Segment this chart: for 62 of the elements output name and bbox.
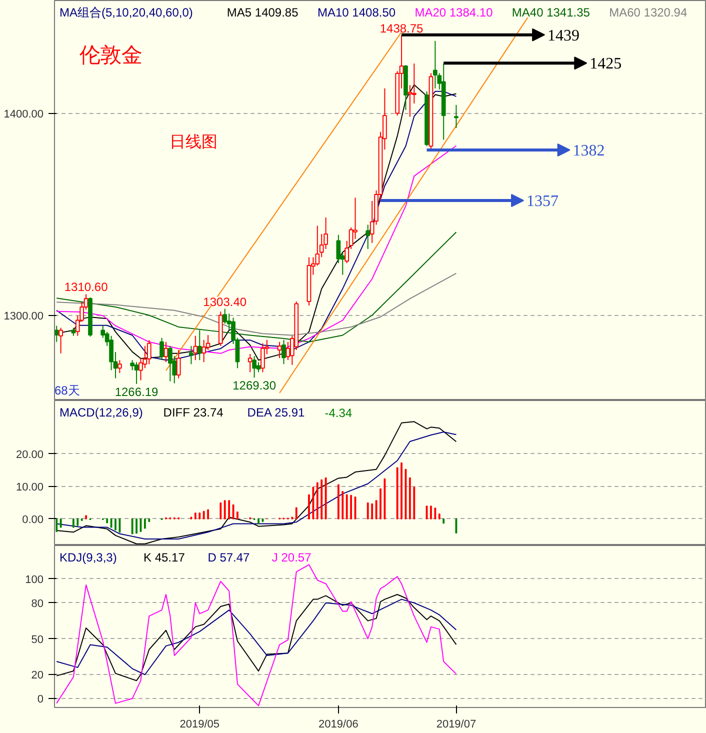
candlestick <box>189 345 194 365</box>
y-tick-label: 50 <box>31 634 44 646</box>
y-tick-label: 1400.00 <box>4 108 44 121</box>
candlestick <box>160 337 164 361</box>
y-tick-label: 80 <box>31 598 44 610</box>
y-tick-label: 20 <box>31 670 44 682</box>
line-series <box>56 232 457 342</box>
candlestick <box>197 330 202 361</box>
annotation: 1310.60 <box>64 280 108 294</box>
candlestick <box>176 349 181 379</box>
x-tick-label: 2019/07 <box>436 718 476 730</box>
text: K 45.17 <box>144 550 186 564</box>
text: 伦敦金 <box>80 44 142 67</box>
y-tick-label: 1300.00 <box>4 310 44 323</box>
y-tick-label: 10.00 <box>16 481 44 494</box>
annotation: 1269.30 <box>232 378 276 393</box>
candlestick <box>146 340 152 365</box>
series-label: J 20.57 <box>272 550 312 564</box>
text: MA10 1408.50 <box>318 6 396 20</box>
candlestick <box>282 339 286 365</box>
text: -4.34 <box>324 406 352 420</box>
y-tick-label: 0.00 <box>22 514 44 526</box>
candlestick <box>433 40 438 89</box>
annotation: 1439 <box>548 27 580 44</box>
candlestick <box>193 335 198 361</box>
legend-title: KDJ(9,3,3) <box>60 550 117 564</box>
text: MA60 1320.94 <box>609 6 688 20</box>
y-tick-label: 100 <box>25 574 44 586</box>
candlestick <box>118 360 122 374</box>
text: MA5 1409.85 <box>226 6 299 20</box>
line-series <box>56 564 457 706</box>
annotation: 1425 <box>590 56 622 73</box>
text: MA20 1384.10 <box>414 6 494 20</box>
candlestick <box>412 63 416 104</box>
candlestick <box>134 362 139 384</box>
y-tick-label: 20.00 <box>16 448 44 461</box>
annotation: 68天 <box>54 384 80 398</box>
text: D 57.47 <box>208 550 250 564</box>
annotation: 1438.75 <box>380 21 424 36</box>
text: 日线图 <box>170 133 218 151</box>
legend-title: MA组合(5,10,20,40,60,0) <box>60 6 193 20</box>
legend-title: MACD(12,26,9) <box>60 406 143 420</box>
candlestick <box>168 345 172 382</box>
text: MA40 1341.35 <box>512 6 590 20</box>
annotation: 1382 <box>572 142 605 160</box>
candlestick <box>58 327 63 354</box>
candlestick <box>260 342 265 373</box>
candlestick <box>164 341 168 363</box>
annotation: 1303.40 <box>203 294 247 309</box>
annotation: 1357 <box>526 193 559 210</box>
candlestick <box>252 356 256 378</box>
y-tick-label: 0 <box>37 694 44 706</box>
x-tick-label: 2019/06 <box>318 718 358 730</box>
text: DEA 25.91 <box>247 406 305 420</box>
x-tick-label: 2019/05 <box>180 718 220 730</box>
text: DIFF 23.74 <box>163 406 224 420</box>
annotation: 1266.19 <box>114 384 159 399</box>
candlestick <box>248 354 252 373</box>
candlestick <box>277 341 282 359</box>
candlestick <box>366 224 370 250</box>
candlestick <box>454 104 458 128</box>
candlestick <box>202 339 206 363</box>
